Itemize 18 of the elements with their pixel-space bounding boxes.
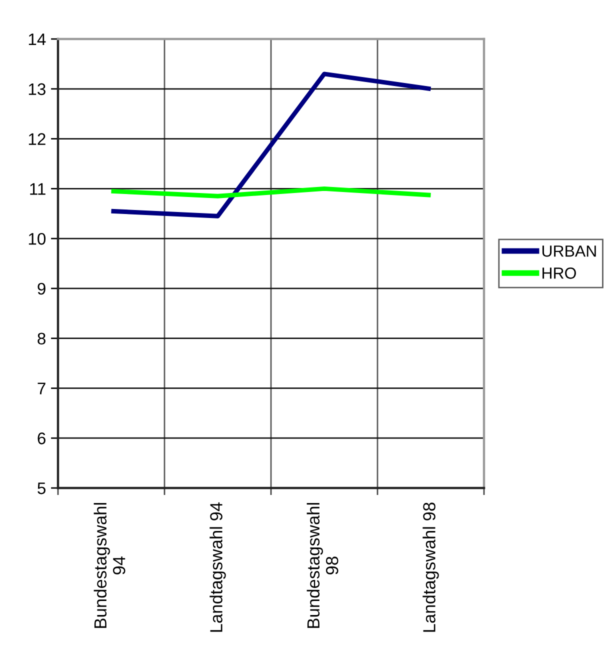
y-tick-label: 9 [38, 282, 46, 295]
legend-label: URBAN [542, 246, 596, 257]
x-tick-label: Bundestagswahl 94 [94, 503, 126, 628]
line-series [109, 186, 433, 198]
y-tick-label: 7 [38, 382, 46, 394]
line-series [109, 72, 433, 218]
y-tick-label: 14 [28, 34, 46, 46]
legend-label: HRO [542, 268, 576, 279]
x-tick-label: Bundestagswahl 98 [306, 503, 338, 628]
x-tick-label: Landtagswahl 94 [210, 502, 226, 632]
y-tick-label: 11 [30, 183, 46, 195]
y-tick-label: 13 [28, 83, 46, 96]
y-tick-label: 8 [38, 332, 46, 345]
y-tick-label: 6 [38, 432, 46, 444]
y-tick-label: 10 [28, 232, 46, 245]
x-tick-label: Landtagswahl 98 [422, 502, 439, 632]
y-tick-label: 12 [28, 133, 46, 145]
y-tick-label: 5 [38, 482, 46, 494]
